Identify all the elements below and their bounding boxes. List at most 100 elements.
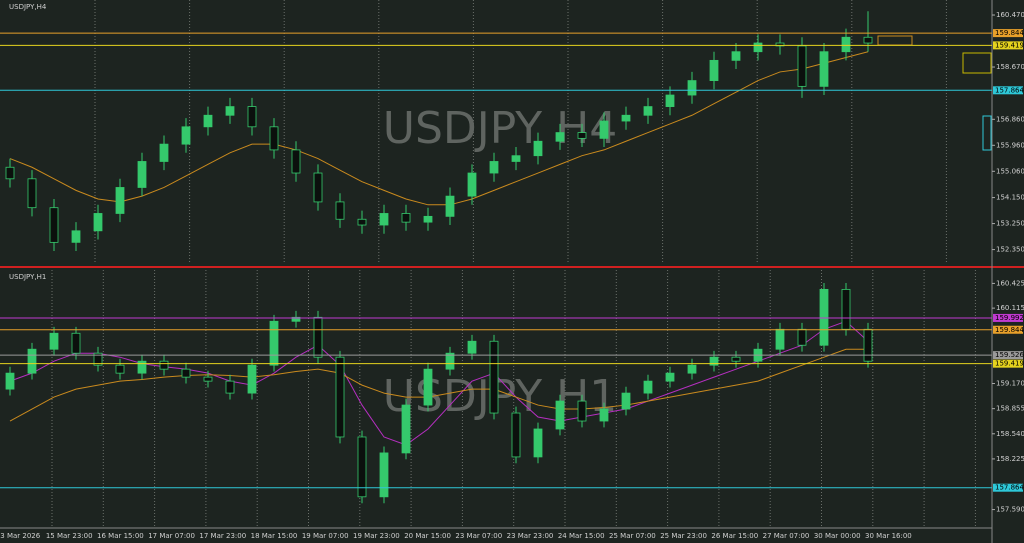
candle-body	[357, 436, 367, 498]
candle-body	[797, 45, 807, 87]
candle-body	[665, 372, 675, 382]
x-tick-label: 16 Mar 15:00	[97, 532, 144, 540]
candle-body	[489, 161, 499, 174]
candle-body	[423, 215, 433, 223]
price-level-tag	[993, 313, 1023, 322]
candle-body	[423, 368, 433, 406]
price-level-tag	[993, 86, 1023, 95]
candle-body	[115, 187, 125, 214]
candle-body	[533, 140, 543, 157]
candle-body	[313, 172, 323, 203]
price-level-label: 157.864	[995, 484, 1024, 492]
y-tick-label: 159.170	[996, 380, 1024, 388]
price-level-tag	[993, 359, 1023, 368]
candle-body	[709, 356, 719, 366]
price-level-tag	[993, 29, 1023, 38]
candle-body	[731, 51, 741, 61]
candle-body	[797, 328, 807, 346]
candle-body	[687, 80, 697, 96]
y-tick-label: 160.425	[996, 279, 1024, 287]
watermark: USDJPY H4	[383, 103, 618, 154]
y-tick-label: 158.225	[996, 455, 1024, 463]
x-tick-label: 30 Mar 16:00	[865, 532, 912, 540]
candle-body	[203, 114, 213, 128]
candle-body	[489, 340, 499, 414]
x-tick-label: 19 Mar 23:00	[353, 532, 400, 540]
candle-body	[687, 364, 697, 374]
x-tick-label: 23 Mar 07:00	[455, 532, 502, 540]
candle-body	[775, 328, 785, 350]
candle-body	[511, 155, 521, 162]
candle-body	[577, 400, 587, 422]
candle-body	[511, 412, 521, 458]
price-level-label: 159.419	[995, 360, 1024, 368]
candle-body	[533, 428, 543, 458]
candle-body	[291, 149, 301, 174]
y-tick-label: 160.115	[996, 304, 1024, 312]
candle-body	[93, 213, 103, 232]
price-level-label: 159.419	[995, 41, 1024, 49]
candle-body	[27, 348, 37, 374]
candle-body	[753, 42, 763, 53]
candle-body	[775, 42, 785, 47]
price-level-label: 159.526	[995, 351, 1024, 359]
candle-body	[863, 36, 873, 44]
candle-body	[555, 400, 565, 430]
candle-body	[401, 213, 411, 223]
candle-body	[379, 213, 389, 226]
y-tick-label: 158.855	[996, 405, 1024, 413]
candle-body	[445, 352, 455, 370]
candle-body	[137, 360, 147, 374]
candle-body	[225, 380, 235, 394]
candle-body	[269, 320, 279, 366]
y-tick-label: 152.350	[996, 246, 1024, 254]
candle-body	[621, 114, 631, 122]
price-level-label: 159.844	[995, 326, 1024, 334]
candle-body	[467, 172, 477, 197]
x-tick-label: 19 Mar 07:00	[302, 532, 349, 540]
price-level-tag	[993, 483, 1023, 492]
candle-body	[819, 51, 829, 87]
candle-body	[247, 106, 257, 128]
moving-average	[9, 348, 868, 422]
candle-body	[357, 218, 367, 226]
y-tick-label: 158.540	[996, 430, 1024, 438]
price-level-tag	[993, 351, 1023, 360]
candle-body	[71, 332, 81, 354]
price-level-label: 157.864	[995, 86, 1024, 94]
candle-body	[621, 392, 631, 410]
y-tick-label: 155.960	[996, 141, 1024, 149]
candle-body	[599, 408, 609, 422]
y-tick-label: 153.250	[996, 220, 1024, 228]
candle-body	[291, 316, 301, 322]
candle-body	[643, 380, 653, 394]
candle-body	[49, 332, 59, 350]
price-level-tag	[993, 41, 1023, 50]
zone-box	[982, 115, 992, 151]
x-tick-label: 24 Mar 15:00	[558, 532, 605, 540]
candle-body	[709, 59, 719, 81]
y-tick-label: 160.470	[996, 11, 1024, 19]
candle-body	[203, 376, 213, 382]
x-tick-label: 30 Mar 00:00	[814, 532, 861, 540]
candle-body	[577, 132, 587, 139]
candle-body	[181, 126, 191, 145]
candle-body	[379, 452, 389, 498]
candle-body	[225, 106, 235, 116]
y-tick-label: 158.670	[996, 63, 1024, 71]
candle-body	[93, 352, 103, 366]
candle-body	[445, 195, 455, 217]
candle-body	[335, 201, 345, 220]
x-tick-label: 27 Mar 07:00	[763, 532, 810, 540]
candle-body	[49, 207, 59, 243]
candle-body	[467, 340, 477, 354]
candle-body	[5, 372, 15, 390]
x-tick-label: 13 Mar 2026	[0, 532, 41, 540]
x-tick-label: 25 Mar 07:00	[609, 532, 656, 540]
candle-body	[181, 368, 191, 378]
y-tick-label: 155.060	[996, 167, 1024, 175]
candle-body	[401, 404, 411, 454]
candle-body	[731, 356, 741, 362]
